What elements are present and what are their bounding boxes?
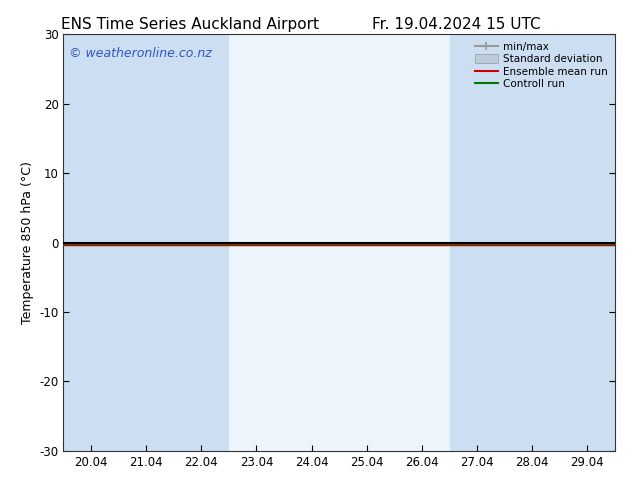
Bar [119,34,174,451]
Bar [63,34,119,451]
Bar [174,34,229,451]
Bar [450,34,505,451]
Text: Fr. 19.04.2024 15 UTC: Fr. 19.04.2024 15 UTC [372,17,541,32]
Text: ENS Time Series Auckland Airport: ENS Time Series Auckland Airport [61,17,319,32]
Bar [560,34,615,451]
Legend: min/max, Standard deviation, Ensemble mean run, Controll run: min/max, Standard deviation, Ensemble me… [473,40,610,92]
Text: © weatheronline.co.nz: © weatheronline.co.nz [69,47,212,60]
Bar [505,34,560,451]
Y-axis label: Temperature 850 hPa (°C): Temperature 850 hPa (°C) [21,161,34,324]
